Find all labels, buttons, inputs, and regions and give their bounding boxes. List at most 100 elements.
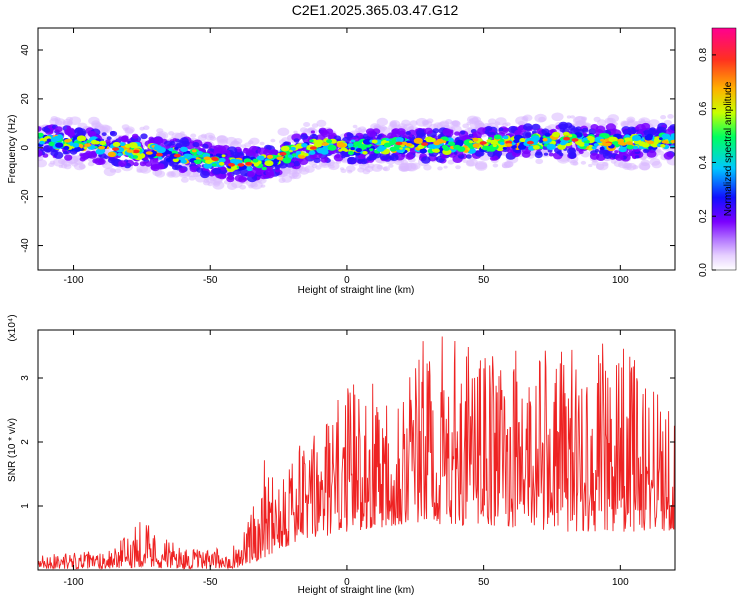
heat-cell — [53, 151, 64, 159]
heat-cell-faint — [103, 167, 116, 177]
heat-cell-core — [112, 141, 121, 147]
heat-cell-peak — [571, 138, 579, 142]
heat-cell-core — [38, 132, 44, 138]
heat-cell-core — [493, 134, 502, 140]
heat-cell-core — [499, 141, 505, 146]
heat-cell-faint — [249, 137, 260, 145]
heat-cell — [642, 148, 650, 154]
heat-cell-core — [221, 154, 226, 158]
heat-cell-faint — [632, 165, 639, 170]
heat-cell-core — [562, 131, 570, 137]
heat-cell-peak — [84, 143, 92, 147]
heat-cell — [531, 123, 541, 131]
heat-cell-faint — [455, 165, 461, 170]
heat-cell-peak — [647, 140, 655, 145]
heat-cell-faint — [293, 130, 298, 134]
heat-cell — [614, 150, 619, 154]
heat-cell-peak — [479, 141, 487, 145]
heat-cell-core — [196, 151, 203, 155]
heat-cell-faint — [364, 165, 374, 173]
heat-cell-peak — [309, 146, 317, 150]
heat-cell — [523, 123, 533, 131]
spectrogram-axes: -100 -50 0 50 100 -40 -20 0 20 40 — [20, 28, 675, 286]
heat-cell-core — [453, 144, 461, 150]
heat-cell — [52, 149, 57, 152]
heat-cell-core — [436, 138, 444, 144]
heat-cell — [247, 171, 255, 178]
heat-cell — [440, 154, 448, 159]
heat-cell-peak — [321, 142, 329, 146]
heat-cell — [74, 127, 84, 135]
heat-cell-peak — [132, 149, 140, 154]
heat-cell — [226, 175, 235, 183]
heat-cell-faint — [290, 175, 296, 179]
heat-cell-core — [502, 135, 509, 140]
heat-cell-faint — [279, 167, 292, 176]
heat-cell — [252, 153, 259, 158]
spectrogram-xlabel: Height of straight line (km) — [298, 285, 415, 296]
heat-cell — [172, 138, 178, 142]
heat-cell-faint — [469, 121, 481, 129]
heat-cell-core — [72, 142, 80, 148]
heat-cell-core — [376, 146, 385, 152]
heat-cell — [453, 151, 458, 155]
heat-cell-faint — [240, 144, 247, 149]
x-tick-label: 100 — [612, 275, 629, 286]
heat-cell — [548, 152, 554, 157]
heat-cell-core — [551, 131, 561, 138]
heat-cell-faint — [593, 116, 601, 122]
heat-cell-faint — [207, 182, 213, 187]
heat-cell-core — [472, 137, 479, 142]
heat-cell — [118, 160, 127, 167]
heat-cell — [602, 151, 613, 159]
heat-cell-core — [371, 139, 378, 144]
heat-cell — [91, 153, 97, 157]
heat-cell — [212, 167, 221, 175]
heat-cell-peak — [211, 156, 219, 161]
heat-cell-faint — [114, 168, 122, 174]
heat-cell — [196, 164, 202, 168]
heat-cell — [442, 128, 453, 136]
heat-cell-faint — [231, 140, 239, 146]
heat-cell-core — [287, 154, 294, 158]
heat-cell-faint — [340, 167, 345, 171]
heat-cell-core — [448, 141, 453, 145]
heat-cell — [594, 149, 600, 153]
heat-cell-faint — [405, 162, 418, 172]
heat-cell — [564, 122, 573, 129]
heat-cell — [202, 143, 209, 149]
heat-cell — [428, 152, 434, 157]
heat-cell — [474, 150, 484, 157]
heat-cell-faint — [426, 118, 434, 124]
heat-cell-core — [46, 138, 52, 142]
heat-cell-core — [303, 153, 309, 157]
heat-cell-faint — [610, 159, 617, 164]
spectrogram-frame — [37, 27, 676, 271]
colorbar-tick-label: 0.6 — [698, 101, 709, 115]
heat-cell-faint — [409, 120, 418, 127]
heat-cell-faint — [352, 124, 358, 129]
heat-cell-core — [600, 138, 605, 142]
heat-cell — [196, 167, 204, 173]
heat-cell-faint — [143, 125, 150, 130]
heat-cell-core — [544, 132, 551, 137]
heat-cell-core — [308, 150, 316, 155]
heat-cell-faint — [607, 114, 619, 123]
heat-cell-core — [203, 163, 212, 169]
heat-cell-core — [492, 144, 497, 148]
x-tick-label: -100 — [64, 275, 84, 286]
heat-cell-faint — [78, 164, 86, 170]
heat-cell-core — [218, 161, 225, 166]
heat-cell-core — [658, 137, 663, 141]
heat-cell-faint — [357, 167, 365, 173]
heat-cell-faint — [566, 115, 572, 119]
heat-cell-core — [670, 133, 675, 138]
heat-cell-core — [266, 154, 274, 159]
heat-cell-faint — [655, 148, 661, 152]
heat-cell — [634, 155, 640, 159]
heat-cell-core — [340, 147, 347, 152]
heat-cell-core — [583, 139, 590, 144]
heat-cell-core — [167, 151, 173, 155]
heat-cell — [234, 174, 244, 182]
heat-cell — [589, 152, 600, 160]
